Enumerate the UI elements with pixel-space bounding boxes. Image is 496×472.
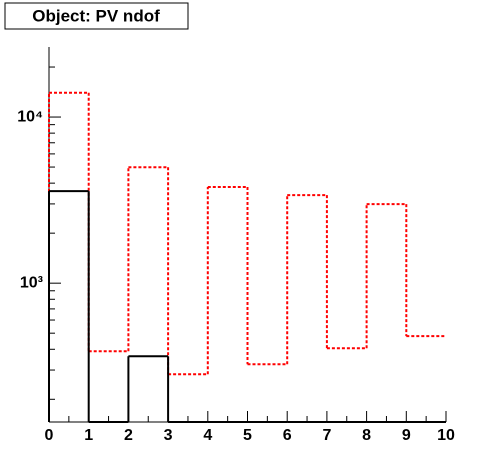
x-tick-label: 2	[124, 427, 133, 444]
title-box	[4, 2, 189, 30]
y-tick-label: 10³	[20, 274, 43, 291]
x-tick-label: 10	[437, 427, 455, 444]
chart-title: Object: PV ndof	[32, 6, 160, 25]
x-tick-label: 6	[283, 427, 292, 444]
x-tick-label: 0	[45, 427, 54, 444]
x-tick-label: 9	[402, 427, 411, 444]
x-tick-label: 4	[203, 427, 212, 444]
x-tick-label: 3	[164, 427, 173, 444]
x-tick-label: 5	[243, 427, 252, 444]
x-tick-label: 1	[84, 427, 93, 444]
x-tick-label: 7	[322, 427, 331, 444]
y-tick-label: 10⁴	[17, 108, 43, 125]
x-tick-label: 8	[362, 427, 371, 444]
